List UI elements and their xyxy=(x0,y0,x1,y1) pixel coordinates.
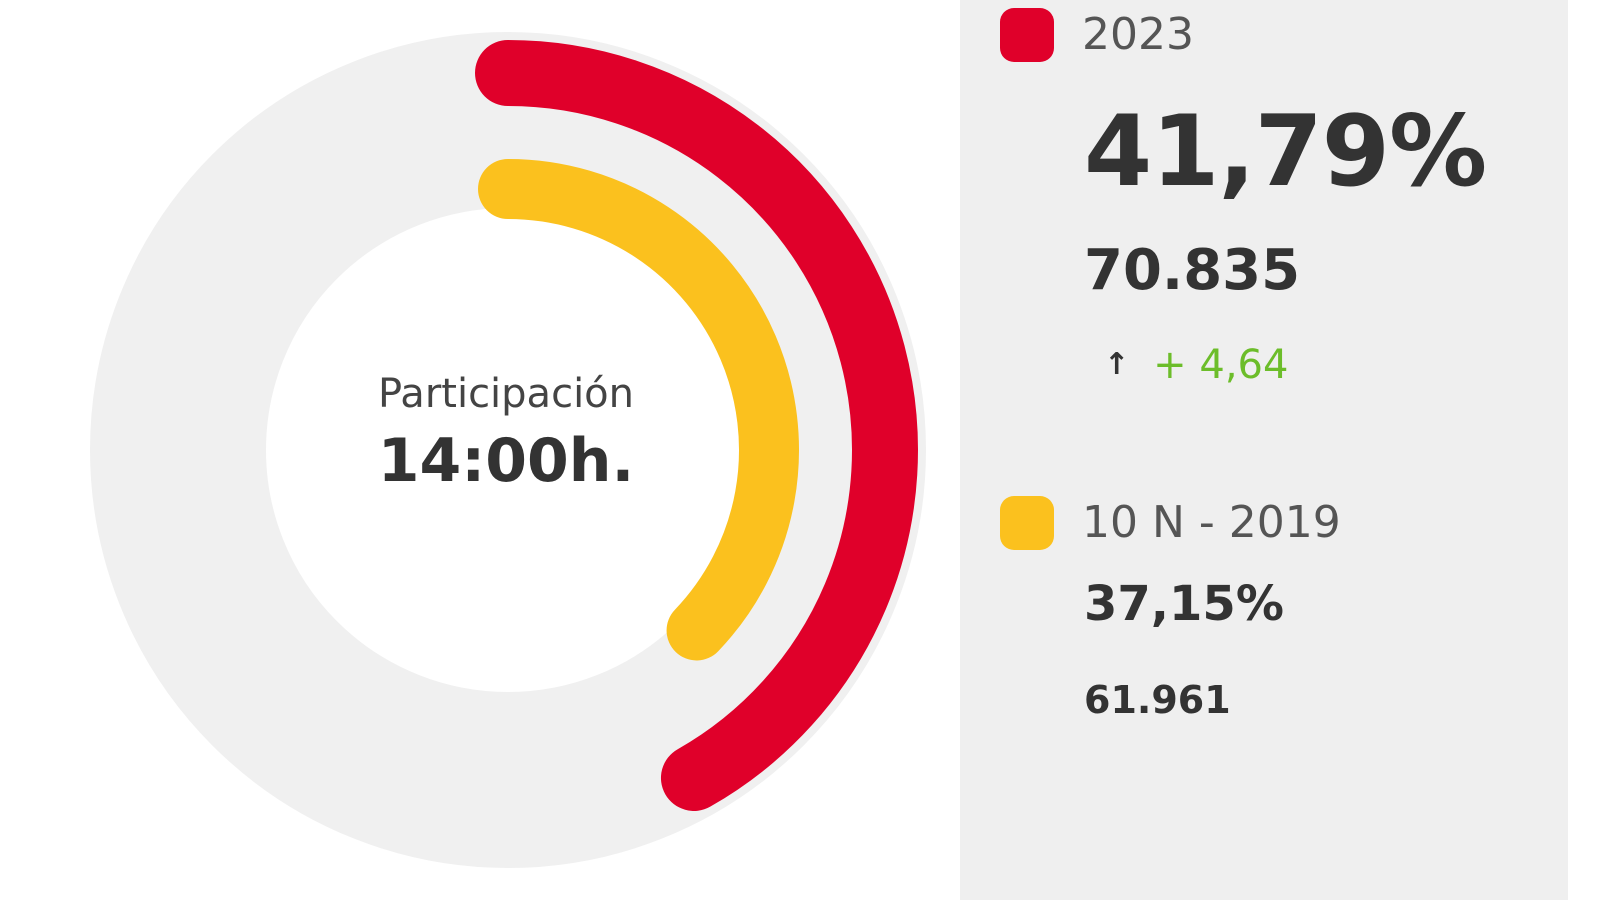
arrow-up-icon: ↑ xyxy=(1104,347,1130,382)
turnout-gauge: Participación 14:00h. xyxy=(90,32,926,868)
results-panel: 2023 41,79% 70.835 ↑ + 4,64 10 N - 2019 … xyxy=(960,0,1568,900)
change-value: + 4,64 xyxy=(1153,342,1289,388)
turnout-count-2019: 61.961 xyxy=(1084,678,1231,722)
gauge-chart xyxy=(90,32,926,868)
legend-2023: 2023 xyxy=(1000,8,1194,62)
color-swatch-2023 xyxy=(1000,8,1054,62)
gauge-center-label: Participación 14:00h. xyxy=(356,370,656,496)
turnout-change: ↑ + 4,64 xyxy=(1104,340,1288,390)
arc-2019 xyxy=(478,159,799,661)
legend-2019: 10 N - 2019 xyxy=(1000,496,1341,550)
color-swatch-2019 xyxy=(1000,496,1054,550)
arc-2023 xyxy=(475,40,918,811)
turnout-percent-2019: 37,15% xyxy=(1084,576,1284,632)
gauge-title: Participación xyxy=(377,371,634,417)
turnout-count-2023: 70.835 xyxy=(1084,238,1301,303)
gauge-time: 14:00h. xyxy=(377,426,635,496)
turnout-percent-2023: 41,79% xyxy=(1084,95,1487,209)
series-label-2023: 2023 xyxy=(1082,9,1194,60)
gauge-track xyxy=(90,32,926,868)
series-label-2019: 10 N - 2019 xyxy=(1082,497,1341,548)
